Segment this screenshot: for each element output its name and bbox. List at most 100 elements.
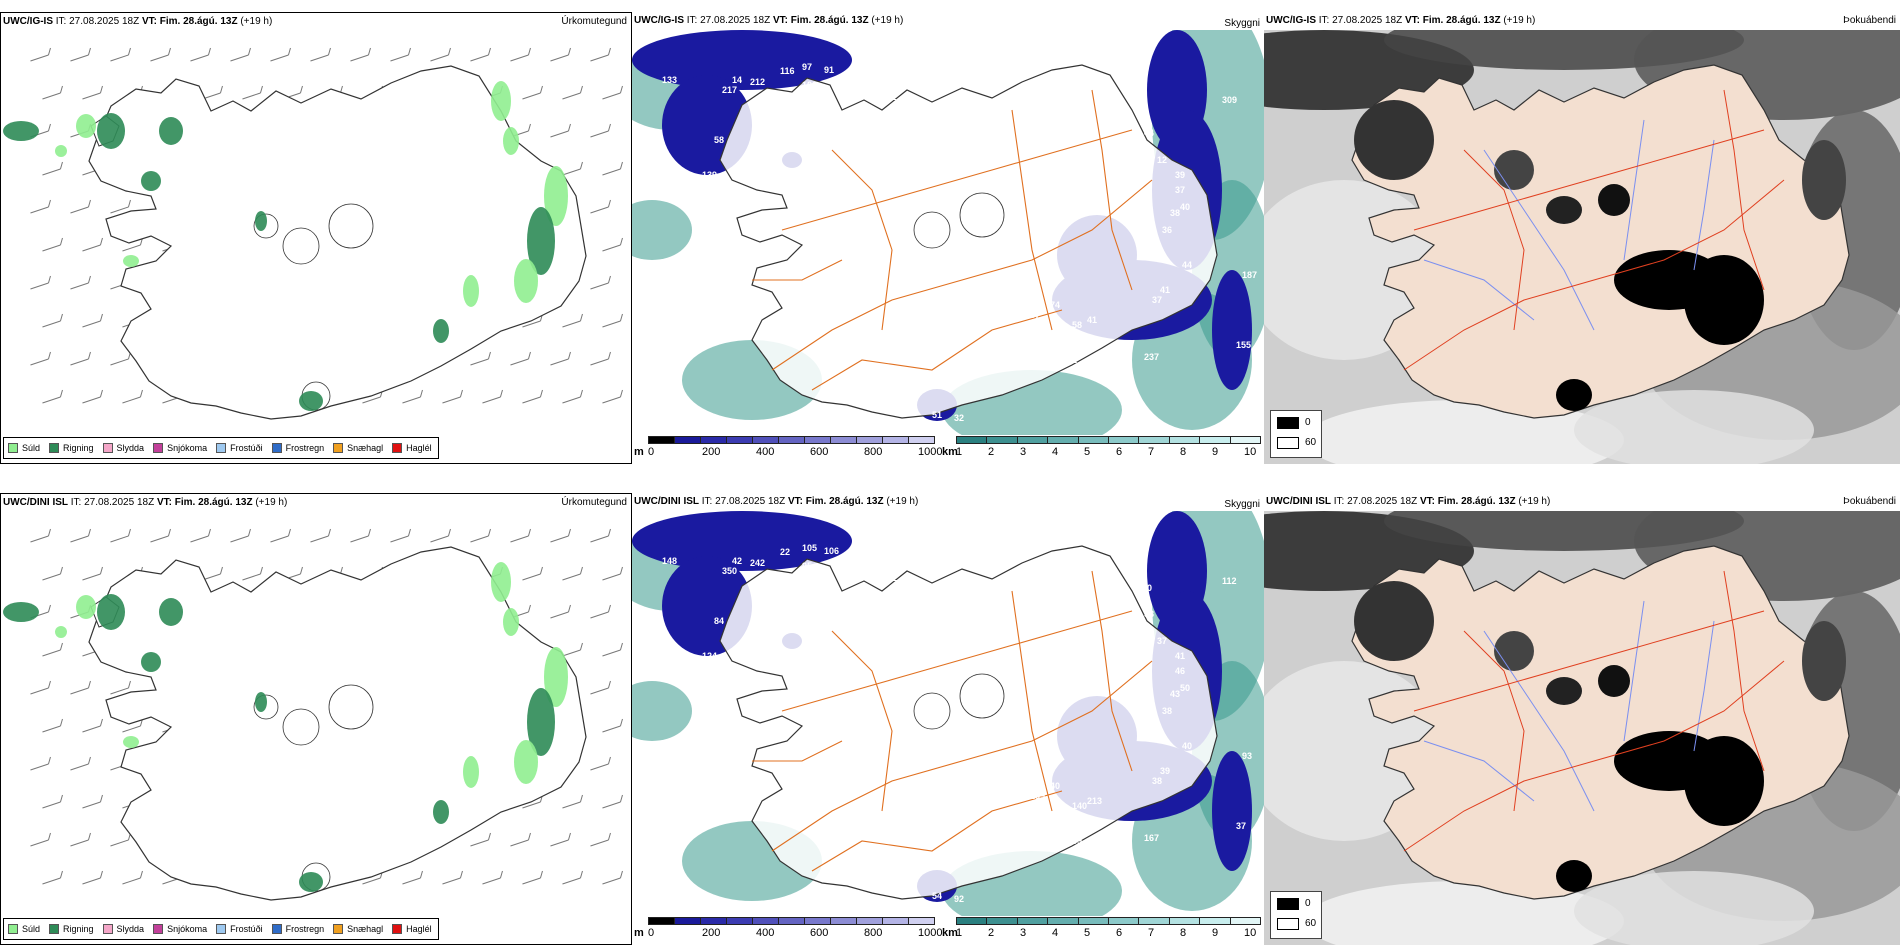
legend-swatch	[333, 443, 344, 453]
wind-barb-flag	[59, 389, 63, 398]
precip-legend: Súld Rigning Slydda Snjókoma Frostúði Frostre…	[3, 437, 439, 459]
wind-barb-flag	[59, 566, 63, 575]
wind-barb-flag	[87, 275, 91, 284]
wind-barb-flag	[407, 528, 411, 537]
wind-barb	[522, 396, 541, 404]
wind-barb	[70, 54, 89, 62]
colorbar-unit: km	[942, 446, 958, 458]
wind-barb-flag	[47, 351, 51, 360]
visibility-value: 54	[932, 891, 943, 901]
wind-barb	[510, 839, 529, 847]
wind-barb	[602, 92, 621, 100]
wind-barb-flag	[607, 680, 611, 689]
wind-barb	[30, 358, 49, 366]
precip-patch	[527, 688, 555, 756]
colorbar-tick: 5	[1084, 446, 1091, 458]
visibility-value: 50	[1180, 683, 1191, 693]
wind-barb	[82, 725, 101, 733]
wind-barb	[42, 877, 61, 885]
colorbar-segment	[1199, 436, 1231, 444]
colorbar-tick: 4	[1052, 927, 1059, 939]
precip-patch	[503, 127, 519, 155]
iceland-coastline	[719, 64, 1218, 419]
road	[1011, 590, 1053, 812]
colorbar-segment	[1016, 436, 1049, 444]
wind-barb-flag	[59, 642, 63, 651]
wind-barb-flag	[607, 47, 611, 56]
colorbar-segment	[778, 917, 805, 925]
wind-barb-flag	[527, 604, 531, 613]
colorbar-segment	[1138, 436, 1170, 444]
visibility-map	[632, 30, 1264, 435]
low-cloud-area	[1212, 270, 1252, 390]
legend-swatch	[392, 443, 403, 453]
colorbar-segment	[778, 436, 805, 444]
visibility-value: 106	[824, 546, 840, 556]
colorbar-segment	[726, 917, 753, 925]
visibility-value: 77	[807, 100, 818, 110]
visibility-value: 36	[1162, 225, 1173, 235]
precip-patch	[299, 391, 323, 411]
wind-barb-flag	[607, 199, 611, 208]
wind-barb-flag	[539, 85, 543, 94]
visibility-value: 58	[1144, 609, 1155, 619]
colorbar-tick: 1000	[918, 927, 943, 939]
colorbar-segment	[908, 917, 935, 925]
panel-title: Úrkomutegund	[561, 497, 627, 508]
legend-swatch-0	[1277, 898, 1299, 910]
wind-barb	[82, 396, 101, 404]
precip-patch	[123, 255, 139, 267]
colorbar-segment	[882, 917, 909, 925]
wind-barb	[350, 54, 369, 62]
wind-barb-flag	[87, 832, 91, 841]
visibility-value: 45	[782, 115, 793, 125]
colorbar-tick: 5	[1084, 927, 1091, 939]
legend-item: Snæhagl	[333, 924, 383, 934]
visibility-value: 88	[1022, 769, 1033, 779]
wind-barb	[122, 725, 141, 733]
wind-barb-flag	[367, 528, 371, 537]
glacier-outline	[253, 694, 279, 720]
colorbar-segment	[1016, 917, 1049, 925]
visibility-value: 51	[1140, 148, 1151, 158]
river	[1693, 620, 1715, 752]
wind-barb	[470, 54, 489, 62]
visibility-value: 92	[954, 894, 965, 904]
colorbar-segment	[882, 436, 909, 444]
wind-barb-flag	[607, 351, 611, 360]
visibility-value: 217	[722, 85, 738, 95]
legend-item: Haglél	[392, 924, 432, 934]
wind-barb-flag	[539, 870, 543, 879]
high-fog-index	[1598, 184, 1630, 216]
panel-title: Þokuábendi	[1843, 496, 1896, 507]
wind-barb-flag	[219, 566, 223, 575]
legend-swatch	[102, 924, 113, 934]
wind-barb-flag	[579, 389, 583, 398]
colorbar-km: km 1 2 3 4 5 6 7 8 9 10	[942, 436, 1261, 460]
wind-barb-flag	[579, 870, 583, 879]
colorbar-segment	[700, 436, 727, 444]
river	[1693, 139, 1715, 271]
wind-barb-flag	[139, 870, 143, 879]
wind-barb	[82, 244, 101, 252]
precip-patch	[463, 756, 479, 788]
glacier-outline	[282, 708, 320, 746]
wind-barb	[30, 535, 49, 543]
glacier-outline	[328, 203, 374, 249]
dewpoint-legend: 0 60	[1270, 891, 1322, 939]
visibility-value: 44	[1144, 128, 1155, 138]
road	[1413, 610, 1765, 712]
wind-barb-flag	[219, 85, 223, 94]
wind-barb	[562, 92, 581, 100]
precip-patch	[544, 166, 568, 226]
wind-barb-flag	[459, 389, 463, 398]
precip-patch	[55, 145, 67, 157]
wind-barb-flag	[59, 161, 63, 170]
colorbar-tick: 400	[756, 927, 775, 939]
wind-barb	[350, 535, 369, 543]
high-fog-index	[1684, 255, 1764, 345]
visibility-value: 36	[1147, 731, 1158, 741]
wind-barb-flag	[99, 85, 103, 94]
wind-barb-flag	[419, 389, 423, 398]
colorbar-tick: 800	[864, 446, 883, 458]
